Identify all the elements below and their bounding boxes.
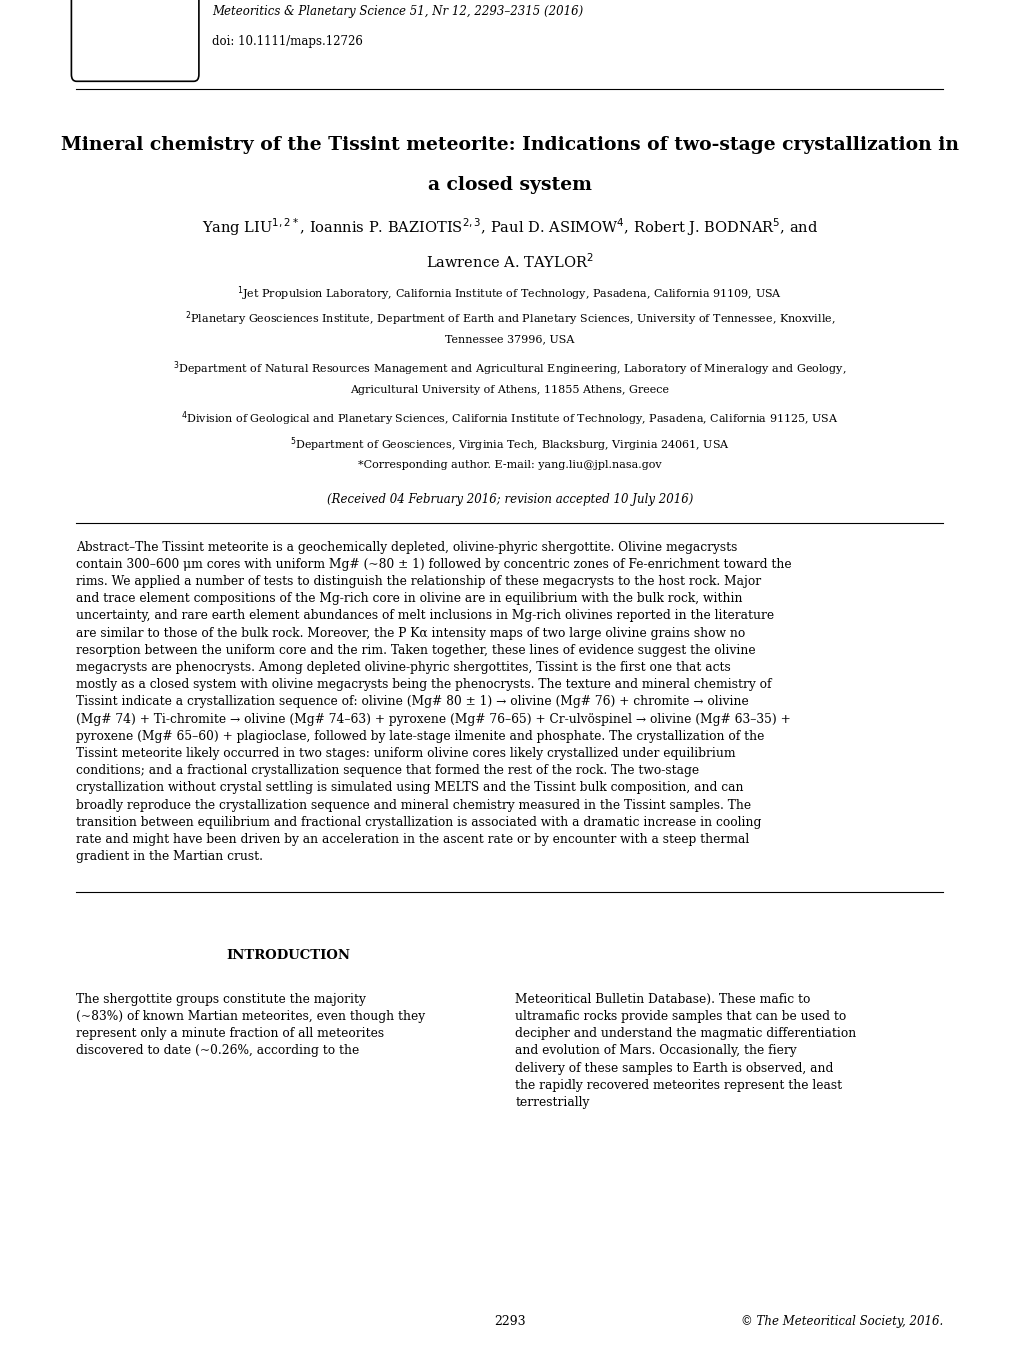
Text: Society: Society [89,49,127,58]
Text: Mineral chemistry of the Tissint meteorite: Indications of two-stage crystalliza: Mineral chemistry of the Tissint meteori… [61,136,958,153]
Text: $^{5}$Department of Geosciences, Virginia Tech, Blacksburg, Virginia 24061, USA: $^{5}$Department of Geosciences, Virgini… [289,435,730,454]
Text: Abstract–The Tissint meteorite is a geochemically depleted, olivine-phyric sherg: Abstract–The Tissint meteorite is a geoc… [76,541,792,863]
FancyBboxPatch shape [71,0,199,81]
Text: $^{2}$Planetary Geosciences Institute, Department of Earth and Planetary Science: $^{2}$Planetary Geosciences Institute, D… [184,309,835,328]
Text: Agricultural University of Athens, 11855 Athens, Greece: Agricultural University of Athens, 11855… [351,385,668,394]
Text: $^{3}$Department of Natural Resources Management and Agricultural Engineering, L: $^{3}$Department of Natural Resources Ma… [173,359,846,378]
Text: *Corresponding author. E-mail: yang.liu@jpl.nasa.gov: *Corresponding author. E-mail: yang.liu@… [358,459,661,470]
Text: INTRODUCTION: INTRODUCTION [226,950,350,962]
Text: (Received 04 February 2016; revision accepted 10 July 2016): (Received 04 February 2016; revision acc… [326,493,693,507]
Text: $^{1}$Jet Propulsion Laboratory, California Institute of Technology, Pasadena, C: $^{1}$Jet Propulsion Laboratory, Califor… [237,285,782,304]
Text: Tennessee 37996, USA: Tennessee 37996, USA [445,335,574,344]
Text: © The Meteoritical Society, 2016.: © The Meteoritical Society, 2016. [741,1314,943,1328]
Text: The: The [89,11,108,20]
Text: 2293: 2293 [493,1314,526,1328]
Text: The shergottite groups constitute the majority
(~83%) of known Martian meteorite: The shergottite groups constitute the ma… [76,993,425,1057]
Text: Meteoritical Bulletin Database). These mafic to
ultramafic rocks provide samples: Meteoritical Bulletin Database). These m… [515,993,856,1108]
Text: Meteoritical: Meteoritical [89,30,151,39]
Text: Yang LIU$^{1,2*}$, Ioannis P. BAZIOTIS$^{2,3}$, Paul D. ASIMOW$^{4}$, Robert J. : Yang LIU$^{1,2*}$, Ioannis P. BAZIOTIS$^… [202,217,817,238]
Text: a closed system: a closed system [428,176,591,194]
Text: $^{4}$Division of Geological and Planetary Sciences, California Institute of Tec: $^{4}$Division of Geological and Planeta… [181,409,838,428]
Text: Meteoritics & Planetary Science 51, Nr 12, 2293–2315 (2016): Meteoritics & Planetary Science 51, Nr 1… [212,5,583,19]
Text: doi: 10.1111/maps.12726: doi: 10.1111/maps.12726 [212,35,363,49]
Text: Lawrence A. TAYLOR$^{2}$: Lawrence A. TAYLOR$^{2}$ [426,252,593,271]
